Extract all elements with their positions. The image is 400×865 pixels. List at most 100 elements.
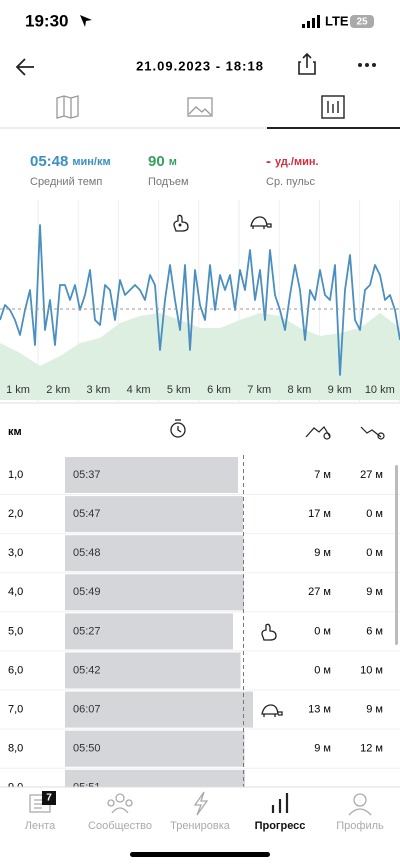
- rabbit-icon: [261, 623, 277, 641]
- share-button[interactable]: [298, 52, 316, 75]
- status-time: 19:30: [25, 11, 68, 30]
- header-title: 21.09.2023 - 18:18: [136, 58, 264, 73]
- ascent-icon: [305, 426, 331, 440]
- stat-value: 05:48 мин/км: [30, 153, 111, 170]
- timer-icon: [170, 419, 186, 438]
- stat-number: 90: [148, 153, 165, 170]
- x-label: 6 km: [207, 384, 231, 396]
- ascent: 17 м: [308, 508, 331, 520]
- stat-value: 90 м: [148, 153, 177, 170]
- pace-bar: [65, 652, 241, 689]
- stat-label: Ср. пульс: [266, 176, 316, 188]
- descent: 27 м: [360, 469, 383, 481]
- ascent: 27 м: [308, 586, 331, 598]
- ascent: 9 м: [314, 743, 331, 755]
- pace: 05:37: [73, 469, 101, 481]
- descent: 0 м: [366, 547, 383, 559]
- descent: 6 м: [366, 625, 383, 637]
- pace-line: [0, 224, 400, 376]
- descent: 10 м: [360, 664, 383, 676]
- pace-bar: [65, 457, 238, 493]
- back-button[interactable]: [15, 58, 34, 76]
- scrollbar: [395, 465, 398, 645]
- stat-number: -: [266, 153, 271, 170]
- rabbit-icon: [173, 214, 189, 232]
- x-label: 8 km: [287, 384, 311, 396]
- descent: 0 м: [366, 508, 383, 520]
- stat-label: Подъем: [148, 176, 189, 188]
- tab-label[interactable]: Тренировка: [170, 820, 231, 832]
- km: 7,0: [8, 704, 23, 716]
- photo-tab[interactable]: [187, 97, 213, 117]
- km: 2,0: [8, 508, 23, 520]
- pace-bar: [65, 496, 243, 533]
- table-header-km: км: [8, 426, 22, 438]
- battery: [350, 15, 374, 28]
- ascent: 9 м: [314, 547, 331, 559]
- home-indicator: [130, 852, 270, 857]
- pace: 05:47: [73, 508, 101, 520]
- turtle-icon: [250, 216, 272, 229]
- x-label: 1 km: [6, 384, 30, 396]
- ascent: 13 м: [308, 704, 331, 716]
- stat-label: Средний темп: [30, 176, 102, 188]
- pace: 05:48: [73, 547, 101, 559]
- x-label: 5 km: [167, 384, 191, 396]
- km: 1,0: [8, 469, 23, 481]
- elevation-area: [0, 313, 400, 400]
- badge-count: 7: [46, 793, 52, 804]
- stats: 05:48 мин/км Средний темп 90 м Подъем -уд./мин…: [30, 153, 319, 188]
- km: 6,0: [8, 664, 23, 676]
- descent: 9 м: [366, 704, 383, 716]
- pace: 05:49: [73, 586, 101, 598]
- km: 5,0: [8, 625, 23, 637]
- tab-label[interactable]: Лента: [25, 820, 56, 832]
- stats-tab[interactable]: [321, 95, 345, 119]
- stat-unit: уд./мин.: [275, 156, 319, 168]
- pace-bar: [65, 613, 233, 650]
- stat-value: - уд./мин.: [266, 153, 319, 170]
- stat-unit: мин/км: [72, 156, 110, 168]
- ascent: 7 м: [314, 469, 331, 481]
- descent-icon: [360, 426, 385, 440]
- badge: [42, 791, 56, 805]
- location-icon: [80, 15, 92, 27]
- pace: 05:50: [73, 743, 101, 755]
- km: 3,0: [8, 547, 23, 559]
- x-label: 2 km: [46, 384, 70, 396]
- km: 8,0: [8, 743, 23, 755]
- descent: 9 м: [366, 586, 383, 598]
- splits-table: 1,0 05:37 7 м 27 м 2,0 05:47 17 м 0 м 3,0 05:48 9 …: [0, 455, 400, 808]
- tab-label[interactable]: Прогресс: [255, 820, 306, 832]
- signal-icon: [302, 15, 320, 28]
- pace: 05:42: [73, 664, 101, 676]
- x-label: 9 km: [328, 384, 352, 396]
- pace-bar: [65, 535, 244, 572]
- tabbar: Лента Сообщество Тренировка Прогресс Профиль: [25, 820, 384, 832]
- tab-label[interactable]: Сообщество: [88, 820, 152, 832]
- descent: 12 м: [360, 743, 383, 755]
- pace-bar: [65, 691, 253, 728]
- ascent: 0 м: [314, 664, 331, 676]
- stat-number: 05:48: [30, 153, 68, 170]
- pace-chart: 1 km 2 km 3 km 4 km 5 km 6 km 7 km 8 km 9 km 10 k…: [0, 200, 400, 402]
- pace-bar: [65, 730, 245, 767]
- stat-unit: м: [169, 156, 177, 168]
- map-tab[interactable]: [56, 95, 79, 119]
- pace-bar: [65, 574, 244, 611]
- x-label: 3 km: [86, 384, 110, 396]
- km: 4,0: [8, 586, 23, 598]
- pace: 06:07: [73, 704, 101, 716]
- battery-level: 25: [356, 17, 368, 28]
- ascent: 0 м: [314, 625, 331, 637]
- x-label: 7 km: [247, 384, 271, 396]
- x-label: 4 km: [127, 384, 151, 396]
- more-button[interactable]: [358, 63, 376, 67]
- turtle-icon: [261, 704, 283, 717]
- pace: 05:27: [73, 625, 101, 637]
- network: LTE: [325, 13, 349, 28]
- tab-label[interactable]: Профиль: [336, 820, 384, 832]
